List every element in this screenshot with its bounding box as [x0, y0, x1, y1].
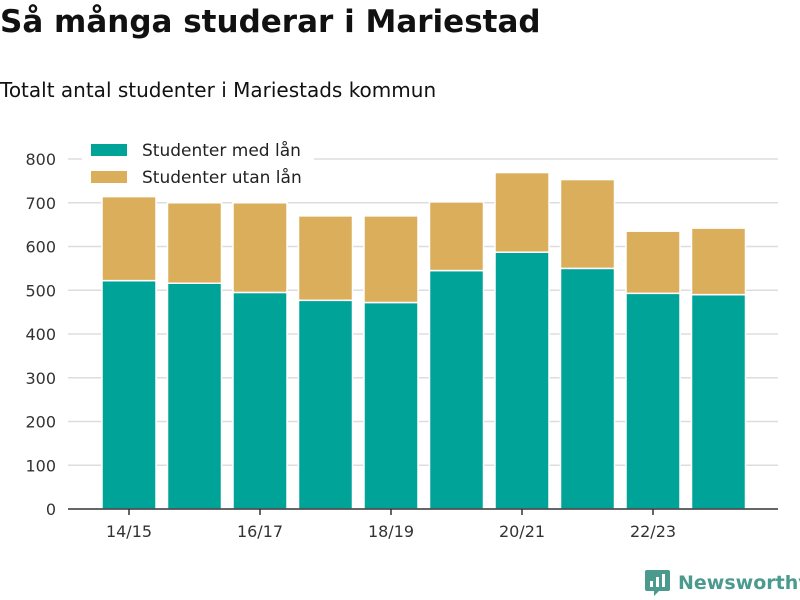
chart-title: Så många studerar i Mariestad: [0, 4, 541, 40]
bar-without-loan: [625, 230, 681, 295]
bar-without-loan: [101, 195, 157, 282]
bar-with-loan: [297, 299, 354, 510]
brand-name: Newsworthy: [678, 572, 800, 594]
bar-with-loan: [559, 267, 616, 510]
bar-with-loan: [363, 301, 419, 510]
y-tick-label: 800: [25, 150, 56, 169]
newsworthy-logo-icon: [645, 570, 670, 596]
bar-without-loan: [494, 171, 550, 253]
y-tick-label: 400: [25, 325, 56, 344]
bar-with-loan: [101, 279, 157, 510]
bar-with-loan: [690, 293, 747, 510]
x-tick-label: 20/21: [499, 522, 545, 541]
y-axis: 0 100 200 300 400 500 600 700 800: [25, 150, 56, 519]
y-tick-label: 700: [25, 194, 56, 213]
bar-with-loan: [166, 282, 223, 510]
x-tick-label: 18/19: [368, 522, 414, 541]
x-tick-label: 22/23: [630, 522, 676, 541]
legend-label: Studenter med lån: [142, 140, 301, 161]
bar-with-loan: [428, 269, 485, 510]
x-tick-label: 16/17: [237, 522, 283, 541]
bar-with-loan: [625, 292, 681, 510]
bar-without-loan: [297, 215, 354, 302]
bar-without-loan: [690, 227, 747, 296]
bar-without-loan: [559, 178, 616, 270]
chart-subtitle: Totalt antal studenter i Mariestads komm…: [0, 78, 437, 102]
y-tick-label: 200: [25, 413, 56, 432]
brand-logo: Newsworthy: [644, 568, 800, 598]
legend: Studenter med lån Studenter utan lån: [82, 138, 314, 194]
bar-with-loan: [232, 291, 288, 510]
y-tick-label: 300: [25, 369, 56, 388]
legend-swatch: [91, 171, 127, 183]
bar-without-loan: [428, 201, 485, 272]
bars: [101, 171, 747, 510]
bar-without-loan: [232, 202, 288, 294]
bar-without-loan: [363, 215, 419, 304]
y-tick-label: 100: [25, 456, 56, 475]
bar-with-loan: [494, 251, 550, 510]
y-tick-label: 500: [25, 281, 56, 300]
bar-without-loan: [166, 202, 223, 284]
y-tick-label: 0: [46, 500, 56, 519]
x-tick-label: 14/15: [106, 522, 152, 541]
x-axis: 14/15 16/17 18/19 20/21 22/23: [68, 508, 778, 541]
legend-label: Studenter utan lån: [142, 167, 302, 188]
y-tick-label: 600: [25, 238, 56, 257]
legend-swatch: [91, 144, 127, 156]
